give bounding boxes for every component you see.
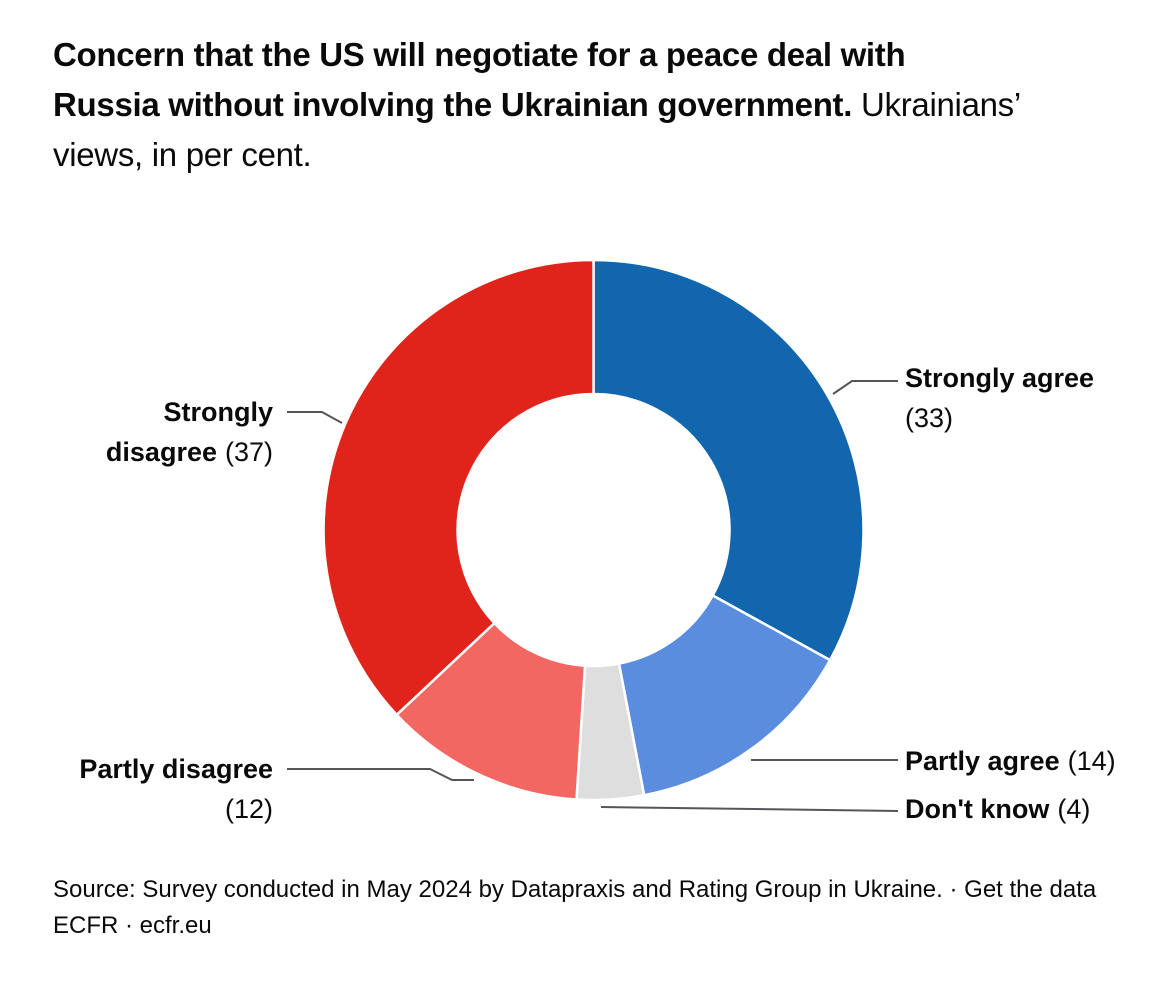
label-strongly-disagree-name-line1: Strongly [163, 397, 273, 427]
title-line-1: Concern that the US will negotiate for a… [53, 30, 1021, 80]
leader-line-dont-know [600, 806, 899, 812]
label-strongly-agree-name: Strongly agree [905, 363, 1095, 393]
slice-partly-agree [617, 593, 832, 797]
chart-title: Concern that the US will negotiate for a… [53, 30, 1021, 180]
leader-line-strongly-agree [832, 380, 898, 395]
source-line-1: Source: Survey conducted in May 2024 by … [53, 876, 1097, 903]
label-partly-agree: Partly agree (14) [905, 741, 1116, 781]
label-partly-agree-value: (14) [1067, 746, 1116, 776]
leader-line-strongly-disagree [287, 411, 343, 424]
label-dont-know-value: (4) [1057, 794, 1091, 824]
label-strongly-disagree: Strongly disagree (37) [106, 392, 273, 472]
title-line-3: views, in per cent. [53, 130, 1021, 180]
leader-lines [287, 380, 899, 812]
title-line-2-bold: Russia without involving the Ukrainian g… [53, 86, 853, 123]
label-dont-know-name: Don't know [905, 794, 1050, 824]
label-strongly-agree-value: (33) [905, 403, 954, 433]
label-strongly-disagree-value: (37) [224, 437, 273, 467]
label-strongly-agree: Strongly agree (33) [905, 358, 1094, 438]
label-partly-disagree: Partly disagree (12) [79, 749, 273, 829]
title-line-2-regular: Ukrainians’ [852, 86, 1021, 123]
source-note: Source: Survey conducted in May 2024 by … [53, 872, 1096, 944]
leader-line-partly-disagree [287, 768, 474, 781]
label-partly-disagree-value: (12) [224, 794, 273, 824]
label-dont-know: Don't know (4) [905, 789, 1090, 829]
donut-slices [322, 258, 865, 802]
label-partly-agree-name: Partly agree [905, 746, 1060, 776]
slice-strongly-disagree [322, 258, 595, 717]
title-line-3-regular: views, in per cent. [53, 136, 312, 173]
slice-strongly-agree [592, 258, 865, 662]
label-partly-disagree-name: Partly disagree [79, 754, 273, 784]
title-line-2: Russia without involving the Ukrainian g… [53, 80, 1021, 130]
source-line-2: ECFR · ecfr.eu [53, 912, 212, 939]
label-strongly-disagree-name-line2: disagree [105, 437, 217, 467]
title-line-1-bold: Concern that the US will negotiate for a… [53, 36, 906, 73]
